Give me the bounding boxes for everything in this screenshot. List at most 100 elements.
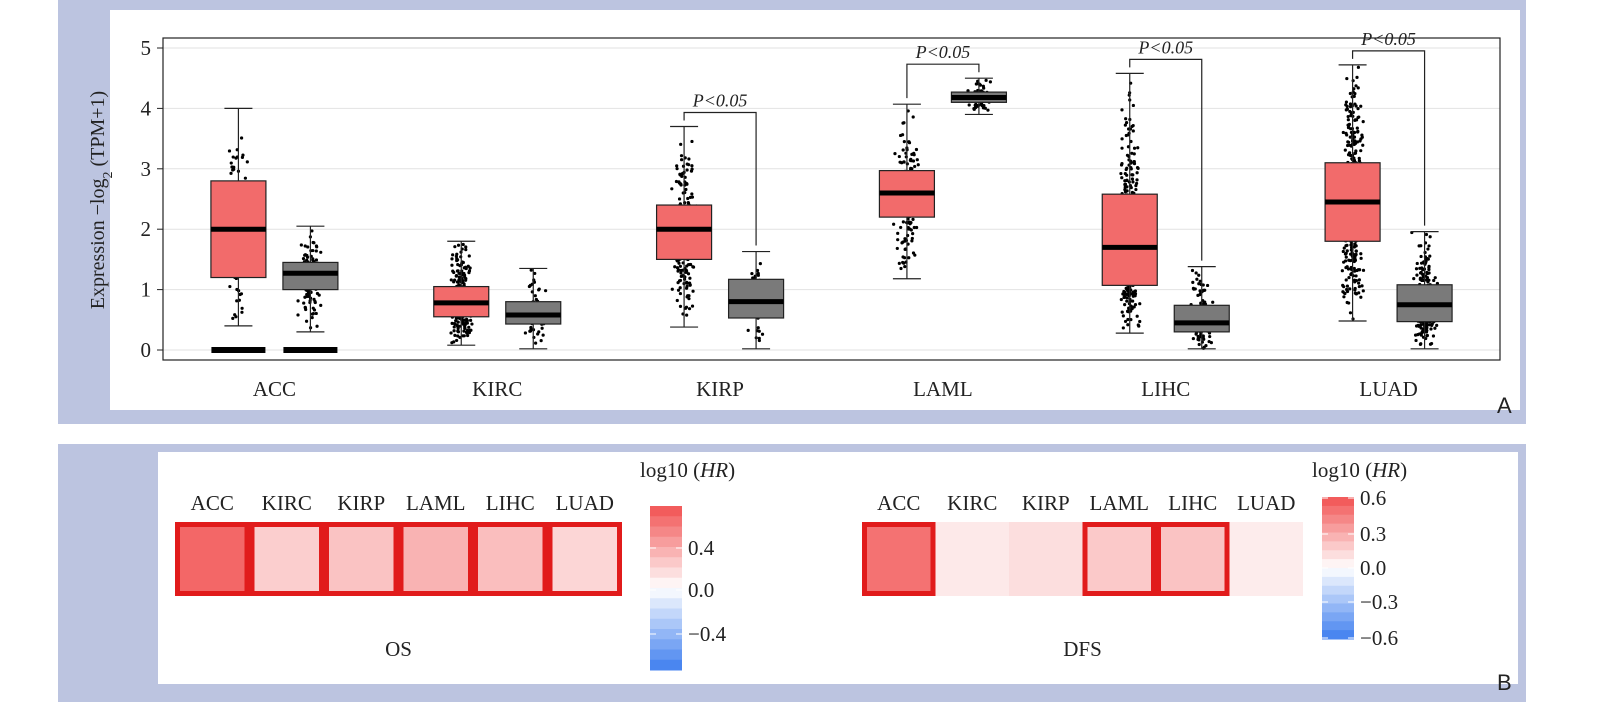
colorbar-step bbox=[650, 639, 682, 650]
data-point bbox=[1345, 300, 1349, 305]
data-point bbox=[1123, 123, 1127, 127]
data-point bbox=[233, 313, 237, 317]
data-point bbox=[1201, 288, 1205, 293]
colorbar-tick-label: 0.0 bbox=[688, 578, 714, 602]
data-point bbox=[1424, 257, 1428, 262]
data-point bbox=[1341, 130, 1345, 135]
data-point bbox=[1124, 120, 1129, 125]
bracket-line bbox=[906, 63, 980, 99]
data-point bbox=[900, 241, 904, 245]
data-point bbox=[983, 106, 987, 110]
data-point bbox=[756, 326, 760, 330]
box-lihc-normal bbox=[1173, 266, 1230, 350]
data-point bbox=[523, 331, 528, 335]
data-point bbox=[1135, 178, 1139, 182]
data-point bbox=[686, 272, 691, 276]
box-lihc-tumor bbox=[1101, 72, 1158, 334]
data-point bbox=[1353, 254, 1357, 259]
data-point bbox=[1190, 268, 1195, 273]
data-point bbox=[296, 313, 300, 317]
data-point bbox=[685, 281, 689, 285]
data-point bbox=[1353, 286, 1357, 291]
data-point bbox=[903, 264, 907, 269]
data-point bbox=[1122, 293, 1126, 297]
data-point bbox=[228, 284, 232, 289]
data-point bbox=[1120, 176, 1124, 180]
data-point bbox=[232, 167, 236, 171]
data-point bbox=[687, 163, 691, 167]
data-point bbox=[541, 333, 545, 337]
data-point bbox=[1342, 285, 1346, 289]
data-point bbox=[467, 325, 471, 329]
box-laml-normal bbox=[950, 77, 1008, 116]
colorbar-step bbox=[650, 567, 682, 579]
data-point bbox=[1348, 135, 1352, 139]
data-point bbox=[686, 196, 690, 201]
data-point bbox=[1197, 282, 1201, 286]
data-point bbox=[1352, 266, 1356, 271]
data-point bbox=[245, 160, 249, 164]
y-tick-label: 5 bbox=[141, 36, 152, 60]
heatmap-column-label-lihc: LIHC bbox=[486, 491, 535, 515]
data-point bbox=[1198, 279, 1202, 283]
bracket-luad: P<0.05 bbox=[1351, 29, 1426, 226]
data-point bbox=[534, 341, 538, 345]
data-point bbox=[685, 181, 689, 186]
data-point bbox=[1132, 152, 1136, 156]
data-point bbox=[678, 172, 682, 176]
data-point bbox=[974, 82, 978, 86]
box-kirp-normal bbox=[727, 250, 785, 350]
data-point bbox=[314, 258, 319, 262]
plot-frame bbox=[162, 37, 1501, 361]
box-kirc-normal bbox=[505, 267, 562, 350]
data-point bbox=[1419, 342, 1423, 346]
data-point bbox=[1131, 294, 1135, 298]
data-point bbox=[893, 152, 897, 156]
data-point bbox=[746, 328, 750, 332]
data-point bbox=[677, 197, 682, 201]
data-point bbox=[467, 269, 472, 273]
data-point bbox=[1125, 292, 1129, 296]
data-point bbox=[1354, 104, 1358, 108]
data-point bbox=[1361, 120, 1365, 124]
box bbox=[1173, 304, 1230, 333]
data-point bbox=[310, 316, 314, 320]
data-point bbox=[1417, 244, 1421, 248]
data-point bbox=[453, 245, 457, 249]
data-point bbox=[916, 163, 920, 167]
data-point bbox=[690, 164, 694, 168]
data-point bbox=[1124, 117, 1128, 121]
data-point bbox=[1349, 266, 1353, 271]
data-point bbox=[1194, 271, 1198, 275]
data-point bbox=[687, 157, 691, 161]
data-point bbox=[1353, 151, 1357, 155]
box-acc-normal bbox=[282, 225, 339, 333]
heatmap-cell-kirp bbox=[1009, 522, 1083, 596]
heatmap-column-label-kirc: KIRC bbox=[262, 491, 312, 515]
colorbar-step bbox=[1322, 568, 1354, 578]
data-point bbox=[1354, 249, 1358, 253]
data-point bbox=[534, 297, 538, 302]
data-point bbox=[1344, 108, 1348, 112]
data-point bbox=[907, 141, 912, 145]
data-point bbox=[896, 231, 900, 235]
data-point bbox=[680, 174, 684, 179]
colorbar-step bbox=[650, 526, 682, 538]
data-point bbox=[1354, 274, 1358, 278]
data-point bbox=[456, 334, 460, 338]
data-point bbox=[303, 306, 307, 310]
data-point bbox=[315, 324, 319, 328]
data-point bbox=[1197, 338, 1201, 342]
data-point bbox=[1138, 302, 1142, 306]
data-point bbox=[675, 298, 679, 303]
data-point bbox=[466, 333, 470, 338]
data-point bbox=[231, 316, 235, 320]
data-point bbox=[311, 312, 315, 316]
data-point bbox=[1126, 323, 1130, 327]
boxplot-plot-area bbox=[110, 10, 1520, 410]
data-point bbox=[305, 255, 310, 259]
data-point bbox=[1129, 185, 1133, 190]
data-point bbox=[1135, 314, 1139, 318]
data-point bbox=[1197, 273, 1201, 277]
data-point bbox=[1130, 177, 1135, 181]
